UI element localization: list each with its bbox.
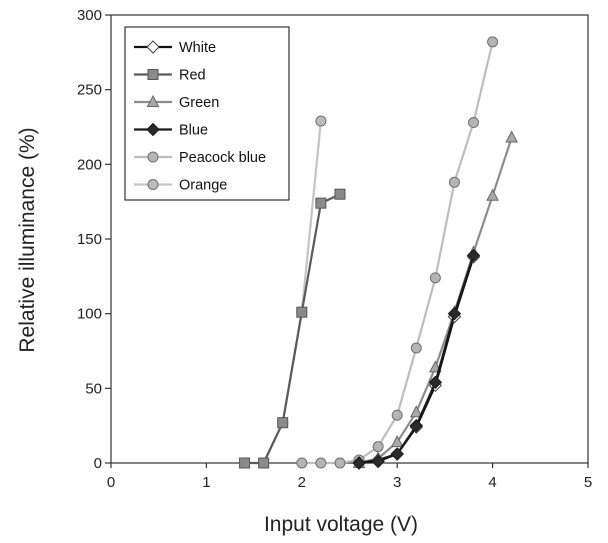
- x-tick-label: 3: [393, 474, 401, 491]
- legend-label: Green: [179, 95, 219, 111]
- data-point-red: [296, 306, 308, 318]
- y-tick-label: 250: [77, 82, 102, 99]
- data-point-green: [486, 188, 499, 201]
- series-layer: [239, 36, 519, 470]
- data-point-blue: [371, 454, 385, 469]
- data-point-blue: [447, 306, 462, 321]
- legend-label: White: [179, 40, 216, 56]
- legend-marker: [147, 179, 159, 190]
- legend-label: Orange: [179, 178, 227, 194]
- legend-box: [124, 26, 290, 201]
- legend-marker: [147, 151, 159, 163]
- data-point-peacock-blue: [468, 117, 480, 129]
- data-point-peacock-blue: [448, 176, 460, 188]
- data-point-red: [334, 188, 346, 200]
- series-blue: [352, 248, 481, 470]
- data-point-peacock-blue: [487, 36, 499, 48]
- legend-entry-green: Green: [134, 94, 219, 111]
- data-point-green: [409, 405, 423, 418]
- y-tick-label: 300: [77, 7, 102, 24]
- y-tick-label: 50: [85, 380, 102, 397]
- legend-marker: [146, 40, 160, 54]
- legend: White Red Green Blue Peacock blue Orange: [124, 26, 290, 201]
- data-point-red: [277, 417, 289, 429]
- legend-marker: [146, 122, 160, 137]
- legend-marker: [147, 69, 159, 80]
- x-axis-title: Input voltage (V): [264, 513, 418, 536]
- data-point-peacock-blue: [429, 272, 441, 284]
- data-point-green: [390, 435, 404, 448]
- data-point-orange: [315, 115, 327, 127]
- data-point-peacock-blue: [334, 457, 346, 469]
- data-point-green: [505, 130, 519, 143]
- data-point-peacock-blue: [410, 342, 422, 354]
- legend-marker: [146, 94, 160, 107]
- legend-label: Blue: [179, 123, 208, 139]
- legend-label: Red: [179, 68, 206, 84]
- x-tick-label: 0: [107, 474, 115, 491]
- legend-label: Peacock blue: [179, 150, 266, 166]
- data-point-peacock-blue: [372, 441, 384, 453]
- legend-entry-blue: Blue: [134, 123, 208, 139]
- legend-entry-peacock-blue: Peacock blue: [134, 150, 266, 166]
- legend-entry-orange: Orange: [134, 178, 227, 194]
- data-point-peacock-blue: [391, 409, 403, 421]
- data-point-blue: [466, 248, 481, 263]
- data-point-peacock-blue: [315, 457, 327, 469]
- data-point-blue: [390, 447, 404, 461]
- y-tick-label: 100: [77, 306, 102, 323]
- data-point-blue: [428, 375, 443, 390]
- legend-entry-white: White: [134, 40, 216, 56]
- series-red: [239, 188, 346, 469]
- data-point-red: [258, 457, 270, 469]
- x-tick-label: 2: [298, 474, 306, 491]
- y-tick-label: 150: [77, 231, 102, 248]
- series-green: [352, 130, 519, 468]
- y-tick-label: 0: [94, 455, 102, 472]
- x-tick-label: 5: [584, 474, 592, 491]
- data-point-blue: [409, 418, 423, 433]
- y-tick-label: 200: [77, 156, 102, 173]
- data-point-peacock-blue: [296, 457, 308, 469]
- legend-entry-red: Red: [134, 68, 206, 84]
- x-tick-label: 1: [202, 474, 210, 491]
- data-point-red: [315, 197, 327, 209]
- data-point-red: [239, 457, 251, 469]
- y-axis-title: Relative illuminance (%): [16, 127, 39, 352]
- data-point-blue: [352, 456, 366, 470]
- x-tick-label: 4: [488, 474, 496, 491]
